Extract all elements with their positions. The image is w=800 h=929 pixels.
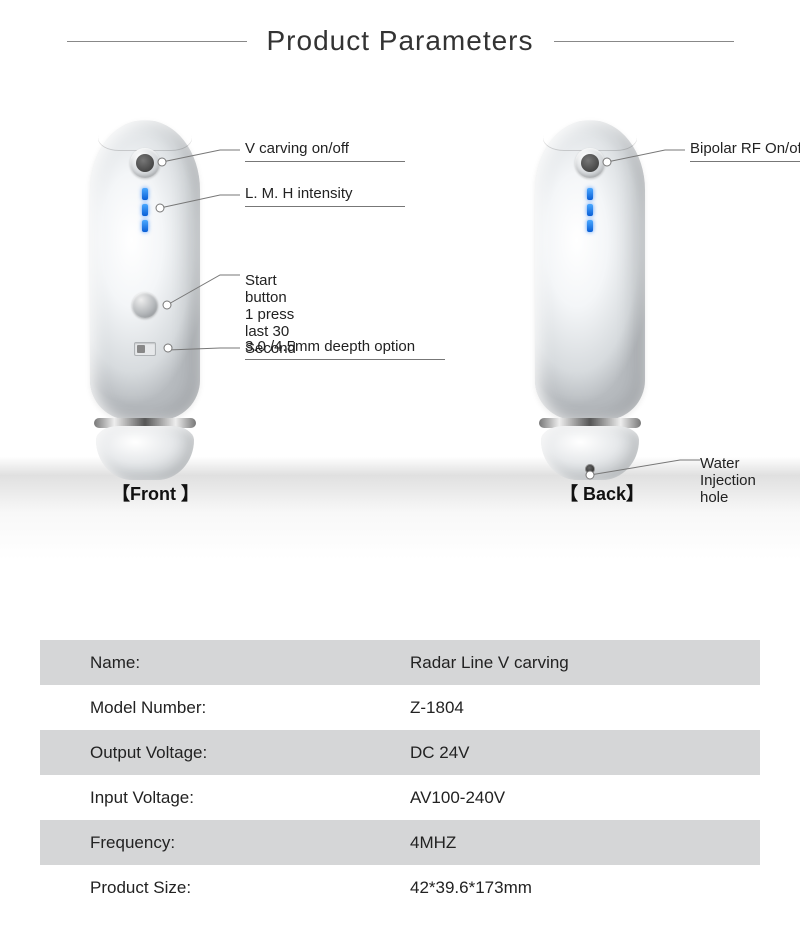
start-button (132, 292, 158, 318)
spec-value: Radar Line V carving (360, 640, 760, 685)
callout-rf: Bipolar RF On/off (690, 140, 800, 157)
led-indicator (587, 188, 593, 200)
page-title: Product Parameters (247, 25, 554, 57)
spec-value: 4MHZ (360, 820, 760, 865)
device-back-base (541, 426, 639, 480)
device-front-base (96, 426, 194, 480)
spec-value: DC 24V (360, 730, 760, 775)
spec-row: Frequency:4MHZ (40, 820, 760, 865)
spec-row: Output Voltage: DC 24V (40, 730, 760, 775)
spec-label: Output Voltage: (40, 730, 360, 775)
spec-label: Input Voltage: (40, 775, 360, 820)
spec-label: Frequency: (40, 820, 360, 865)
callout-water: Water Injection hole (700, 455, 756, 506)
title-divider-left (67, 41, 247, 42)
spec-value: Z-1804 (360, 685, 760, 730)
led-indicator (142, 188, 148, 200)
depth-switch (134, 342, 156, 356)
vcarving-button (130, 148, 160, 178)
device-back (535, 120, 645, 480)
title-divider-right (554, 41, 734, 42)
led-indicator (587, 220, 593, 232)
water-injection-hole (585, 464, 595, 474)
spec-label: Product Size: (40, 865, 360, 910)
spec-label: Name: (40, 640, 360, 685)
callout-vcarving: V carving on/off (245, 140, 349, 157)
led-indicator (142, 204, 148, 216)
callout-depth: 3.0 /4.5mm deepth option (245, 338, 415, 355)
title-row: Product Parameters (0, 25, 800, 57)
spec-value: 42*39.6*173mm (360, 865, 760, 910)
view-label-front: 【Front 】 (112, 480, 199, 506)
spec-row: Name:Radar Line V carving (40, 640, 760, 685)
rf-button (575, 148, 605, 178)
device-front (90, 120, 200, 480)
spec-row: Product Size:42*39.6*173mm (40, 865, 760, 910)
led-indicator (142, 220, 148, 232)
spec-row: Model Number:Z-1804 (40, 685, 760, 730)
spec-label: Model Number: (40, 685, 360, 730)
led-indicator (587, 204, 593, 216)
spec-value: AV100-240V (360, 775, 760, 820)
view-label-back: 【 Back】 (560, 480, 644, 506)
callout-intensity: L. M. H intensity (245, 185, 353, 202)
specs-table: Name:Radar Line V carvingModel Number:Z-… (40, 640, 760, 910)
spec-row: Input Voltage:AV100-240V (40, 775, 760, 820)
